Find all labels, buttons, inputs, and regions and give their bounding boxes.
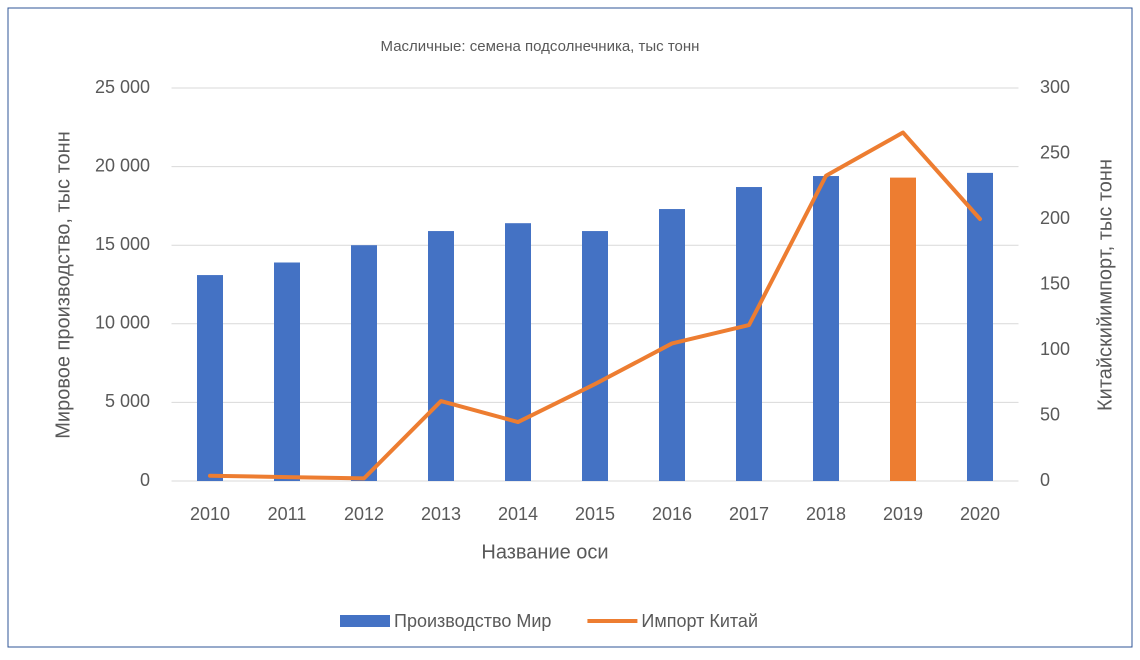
y2-tick-label: 300 [1040,77,1070,97]
bar [505,223,531,481]
x-tick-label: 2013 [421,504,461,524]
legend-swatch [340,615,390,627]
bar [274,262,300,481]
bar [197,275,223,481]
y-tick-label: 15 000 [95,234,150,254]
y2-tick-label: 0 [1040,470,1050,490]
x-tick-label: 2020 [960,504,1000,524]
legend-label: Импорт Китай [641,611,758,631]
y2-tick-label: 250 [1040,142,1070,162]
y-tick-label: 10 000 [95,313,150,333]
y2-tick-label: 100 [1040,339,1070,359]
bar [967,172,993,481]
y-tick-label: 5 000 [105,391,150,411]
x-tick-label: 2017 [729,504,769,524]
x-tick-label: 2010 [190,504,230,524]
chart-title: Масличные: семена подсолнечника, тыс тон… [381,38,700,55]
bar [582,231,608,481]
bar [890,177,916,481]
y-tick-label: 0 [140,470,150,490]
x-tick-label: 2015 [575,504,615,524]
bar [736,187,762,481]
y-tick-label: 20 000 [95,155,150,175]
x-axis-title: Название оси [481,541,608,563]
x-tick-label: 2016 [652,504,692,524]
y-axis-title: Мировое производство, тыс тонн [52,131,74,439]
bar [351,245,377,481]
y2-tick-label: 200 [1040,208,1070,228]
y2-tick-label: 150 [1040,273,1070,293]
line [208,130,982,481]
y-tick-label: 25 000 [95,77,150,97]
x-tick-label: 2011 [268,504,307,524]
y2-axis-title: Китайскийимпорт, тыс тонн [1094,159,1116,411]
legend-label: Производство Мир [394,611,551,631]
bar [813,176,839,482]
bar [428,231,454,481]
x-tick-label: 2014 [498,504,538,524]
x-tick-label: 2018 [806,504,846,524]
x-tick-label: 2012 [344,504,384,524]
chart-border [7,7,1133,648]
y2-tick-label: 50 [1040,404,1060,424]
x-tick-label: 2019 [883,504,923,524]
